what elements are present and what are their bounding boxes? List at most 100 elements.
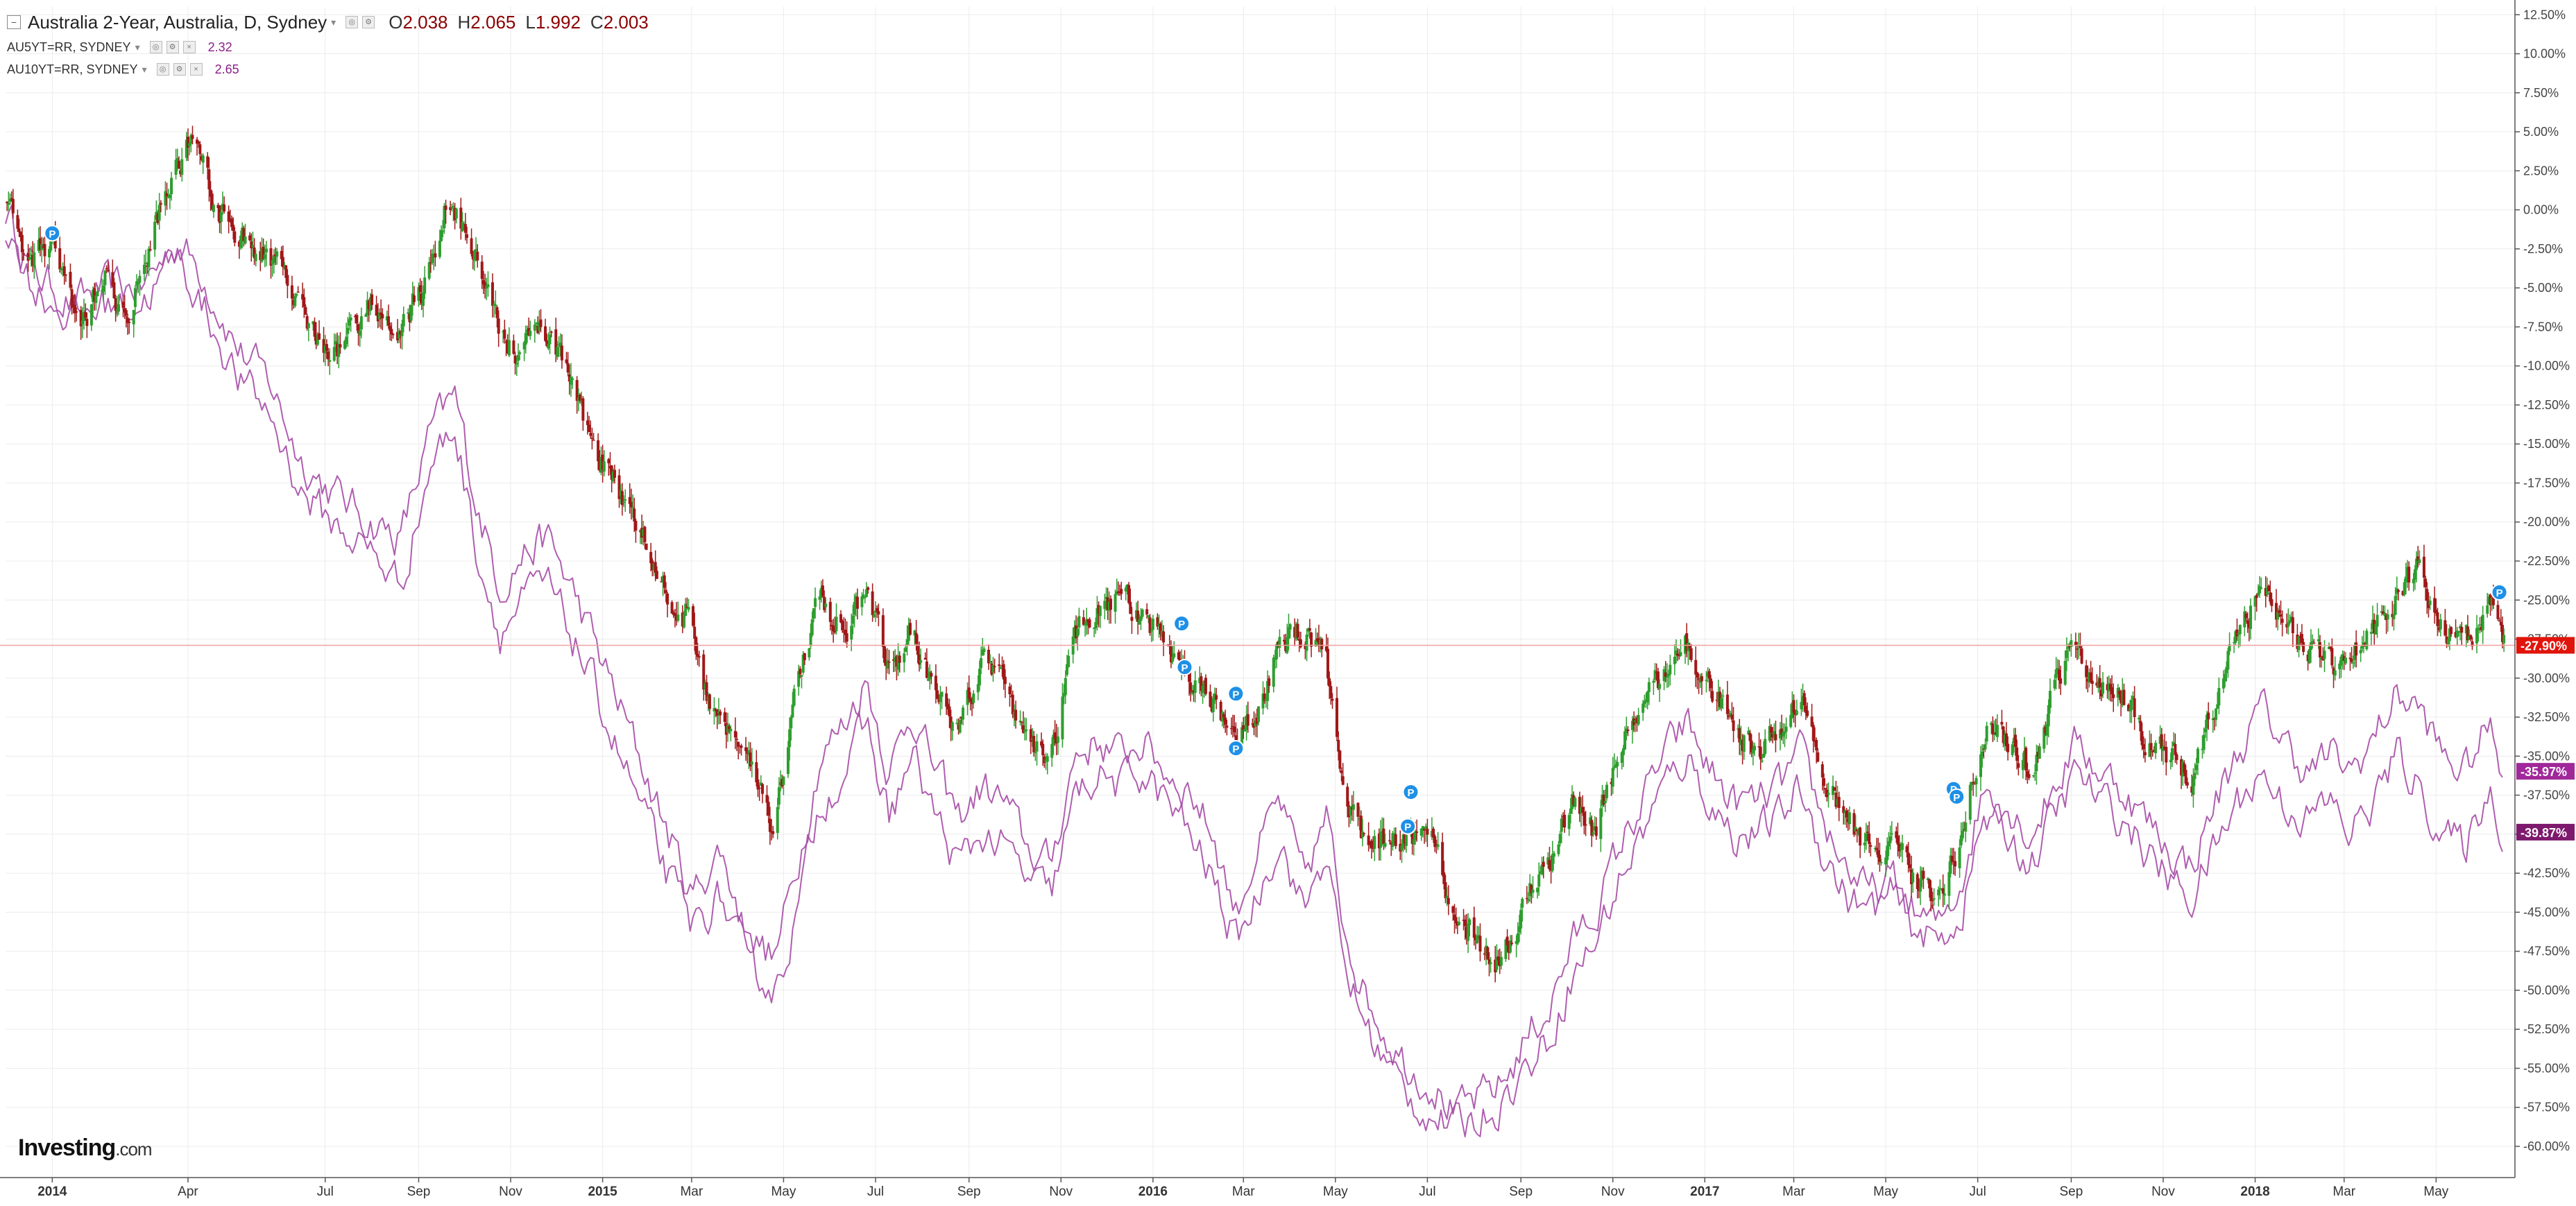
candle-body — [1157, 623, 1161, 627]
event-marker[interactable]: P — [1948, 788, 1965, 805]
candle-body — [2045, 724, 2049, 736]
compare-series-2-line[interactable] — [5, 238, 2503, 1137]
candle-body — [1940, 888, 1943, 890]
candle-body — [819, 587, 823, 598]
candle-body — [431, 253, 434, 263]
candle-body — [385, 316, 389, 321]
event-marker-label[interactable]: P — [1404, 822, 1411, 834]
collapse-icon[interactable]: − — [7, 15, 21, 29]
event-marker-label[interactable]: P — [1178, 619, 1185, 630]
candle-body — [1204, 678, 1207, 694]
settings-icon[interactable]: ⚙ — [166, 41, 179, 53]
event-marker[interactable]: P — [44, 225, 61, 242]
candle-body — [597, 440, 600, 462]
candle-body — [26, 252, 30, 261]
candle-body — [1658, 684, 1662, 689]
visibility-toggle-icon[interactable]: ◎ — [149, 41, 162, 53]
visibility-toggle-icon[interactable]: ◎ — [346, 16, 359, 28]
candle-body — [1676, 653, 1680, 656]
candle-body — [948, 706, 951, 717]
close-icon[interactable]: × — [182, 41, 196, 53]
event-marker-label[interactable]: P — [2496, 587, 2503, 599]
candle-body — [613, 470, 617, 478]
event-marker-circle[interactable] — [1402, 784, 1419, 801]
settings-icon[interactable]: ⚙ — [173, 63, 186, 76]
event-marker-circle[interactable] — [1948, 788, 1965, 805]
candle-body — [22, 253, 26, 255]
candle-body — [1061, 696, 1064, 740]
visibility-toggle-icon[interactable]: ◎ — [156, 63, 169, 76]
chevron-down-icon[interactable]: ▾ — [135, 41, 140, 53]
candle-body — [230, 218, 233, 227]
event-marker[interactable]: P — [1227, 685, 1245, 703]
event-marker-label[interactable]: P — [1407, 787, 1414, 799]
candle-body — [1463, 919, 1467, 927]
candle-body — [1277, 641, 1280, 647]
chevron-down-icon[interactable]: ▾ — [331, 16, 336, 28]
candle-body — [1453, 914, 1456, 920]
candle-body — [913, 630, 916, 636]
candle-body — [1605, 784, 1609, 798]
event-marker-circle[interactable] — [1227, 740, 1245, 757]
candle-body — [1106, 597, 1109, 610]
chevron-down-icon[interactable]: ▾ — [142, 63, 147, 75]
candle-body — [1718, 691, 1722, 707]
candle-body — [907, 626, 910, 641]
candle-body — [1349, 806, 1352, 816]
candle-body — [2344, 657, 2347, 664]
main-series-title[interactable]: Australia 2-Year, Australia, D, Sydney — [28, 11, 327, 33]
candle-body — [185, 139, 188, 158]
candle-body — [1610, 782, 1613, 784]
event-marker-circle[interactable] — [1173, 615, 1191, 632]
candle-body — [1652, 680, 1655, 683]
event-marker[interactable]: P — [1402, 784, 1419, 801]
event-marker-label[interactable]: P — [1232, 743, 1239, 755]
settings-icon[interactable]: ⚙ — [362, 16, 375, 28]
candle-body — [602, 461, 606, 472]
candle-body — [1984, 744, 1987, 750]
candle-body — [2152, 750, 2156, 752]
candle-body — [2086, 678, 2090, 682]
event-marker[interactable]: P — [1227, 740, 1245, 757]
event-marker-circle[interactable] — [44, 225, 61, 242]
candle-body — [2403, 582, 2406, 595]
event-marker-circle[interactable] — [1176, 659, 1193, 676]
candle-body — [115, 309, 119, 311]
candle-body — [895, 655, 898, 667]
candle-body — [1046, 756, 1049, 762]
event-marker-circle[interactable] — [1227, 685, 1245, 703]
event-marker-label[interactable]: P — [1232, 689, 1239, 700]
event-marker[interactable]: P — [1399, 818, 1417, 835]
y-tick-label: -32.50% — [2523, 710, 2570, 724]
candle-body — [2107, 683, 2110, 692]
candle-body — [142, 264, 146, 275]
event-marker[interactable]: P — [1173, 615, 1191, 632]
candle-body — [1246, 714, 1249, 726]
candle-body — [128, 321, 131, 323]
event-marker[interactable]: P — [2491, 584, 2508, 601]
event-marker-circle[interactable] — [1399, 818, 1417, 835]
candle-body — [2418, 559, 2421, 563]
event-marker-label[interactable]: P — [1953, 792, 1960, 804]
event-marker-circle[interactable] — [2491, 584, 2508, 601]
event-marker-label[interactable]: P — [1182, 662, 1188, 674]
candle-body — [871, 591, 874, 616]
candle-body — [1721, 695, 1725, 697]
x-tick-label: May — [1323, 1185, 1348, 1199]
candle-body — [481, 280, 485, 285]
candle-body — [1866, 832, 1870, 833]
event-marker[interactable]: P — [1176, 659, 1193, 676]
candle-body — [2450, 627, 2453, 635]
event-marker-label[interactable]: P — [49, 228, 56, 240]
compare-series-2-name[interactable]: AU10YT=RR, SYDNEY — [7, 62, 138, 76]
compare-series-1-name[interactable]: AU5YT=RR, SYDNEY — [7, 40, 131, 54]
close-icon[interactable]: × — [189, 63, 203, 76]
candle-body — [1916, 874, 1919, 889]
candle-body — [1474, 936, 1477, 940]
y-tick-label: -12.50% — [2523, 398, 2570, 412]
legend-compare-row-1: AU5YT=RR, SYDNEY ▾ ◎ ⚙ × 2.32 — [7, 36, 649, 58]
candle-body — [1539, 871, 1542, 875]
compare-series-1-line[interactable] — [5, 205, 2503, 1120]
